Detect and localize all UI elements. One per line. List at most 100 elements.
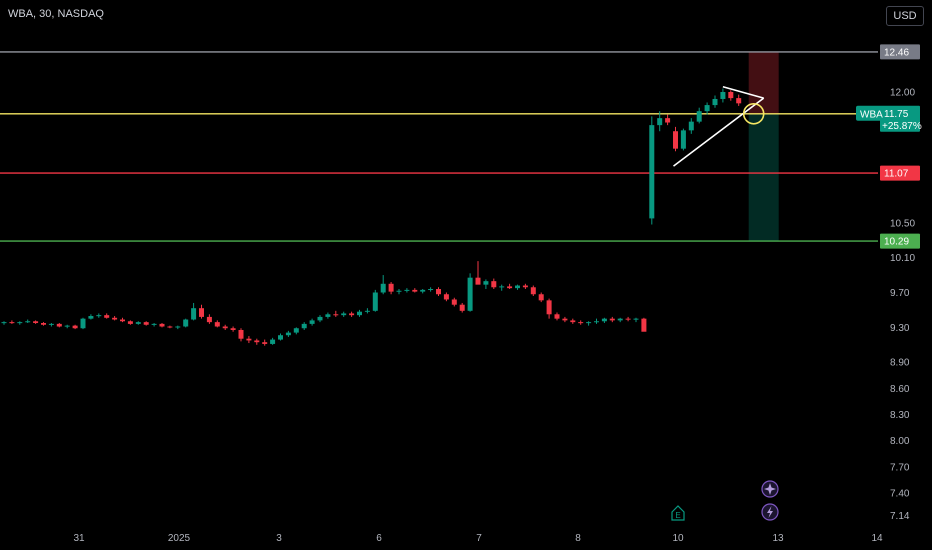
currency-button[interactable]: USD — [886, 6, 924, 26]
candle-body — [41, 323, 46, 325]
candle-body — [191, 308, 197, 320]
candle — [586, 321, 592, 326]
candle — [641, 317, 647, 332]
candle — [56, 323, 62, 328]
candle — [175, 325, 181, 330]
time-tick: 2025 — [168, 533, 191, 544]
candle — [17, 321, 23, 325]
candle — [459, 302, 465, 313]
candle-body — [451, 299, 457, 305]
level-label-text: 11.75 — [884, 109, 909, 120]
candle-body — [696, 111, 702, 122]
price-tick: 8.30 — [890, 410, 910, 421]
candle — [167, 325, 173, 329]
candle-body — [206, 316, 212, 323]
candle-body — [617, 318, 623, 321]
candle-body — [183, 319, 189, 327]
candle — [341, 311, 347, 317]
level-label-text: 11.07 — [884, 169, 909, 180]
candle-body — [301, 323, 307, 329]
level-labels-layer: 12.46 11.75+25.87%WBA 11.07 10.29 — [856, 44, 922, 249]
candle-body — [104, 315, 110, 318]
candle — [293, 327, 299, 335]
candle-body — [499, 286, 505, 288]
candle-body — [25, 321, 31, 323]
event-markers-layer: E — [671, 480, 779, 521]
price-tick: 8.00 — [890, 436, 910, 447]
candle — [530, 285, 536, 296]
candle-body — [262, 342, 268, 344]
ticker-badge — [856, 105, 882, 121]
candle-body — [491, 281, 497, 288]
candle — [41, 322, 46, 326]
spark-glyph — [764, 483, 776, 495]
candle — [278, 333, 283, 341]
candle-body — [475, 277, 481, 285]
candle-body — [333, 314, 339, 316]
level-label-bg — [880, 105, 920, 132]
candle-body — [609, 318, 615, 321]
horizontal-levels-layer — [0, 51, 878, 242]
level-label: 11.07 — [880, 165, 920, 181]
candle-body — [309, 320, 315, 324]
candle-body — [175, 326, 181, 328]
candle-body — [728, 92, 734, 99]
triangle-lower-line — [673, 97, 765, 167]
candle — [262, 339, 268, 346]
position-box-layer — [748, 51, 779, 242]
price-tick: 7.40 — [890, 489, 910, 500]
time-tick: 31 — [73, 533, 85, 544]
candle-body — [578, 322, 584, 324]
candle — [325, 312, 331, 319]
candle — [412, 288, 418, 293]
candle — [25, 319, 31, 324]
candle — [151, 323, 157, 327]
level-label-text: 12.46 — [884, 47, 909, 58]
candle — [317, 315, 323, 323]
candle — [728, 90, 734, 101]
candle-body — [404, 289, 410, 291]
candle-body — [143, 322, 149, 325]
candle — [135, 321, 141, 325]
candle — [380, 275, 386, 295]
candle-body — [357, 311, 362, 316]
price-tick: 7.70 — [890, 462, 910, 473]
candle-body — [530, 287, 536, 295]
ticker-text: WBA — [860, 109, 883, 120]
candle — [665, 114, 671, 126]
candle — [1, 321, 7, 325]
candle — [736, 94, 742, 106]
candle — [120, 317, 125, 323]
symbol-title: WBA, 30, NASDAQ — [8, 8, 104, 20]
candle-body — [736, 98, 742, 104]
candle — [696, 107, 702, 124]
candle-body — [341, 313, 347, 316]
drawings-layer — [673, 85, 765, 167]
candle — [372, 289, 378, 312]
candle — [159, 323, 165, 328]
candle — [420, 289, 426, 294]
candle-body — [199, 308, 204, 317]
candle-body — [135, 322, 141, 324]
time-tick: 6 — [376, 533, 382, 544]
candle-body — [562, 318, 568, 321]
candle — [404, 288, 410, 293]
price-tick: 10.10 — [890, 253, 915, 264]
candle-body — [649, 125, 655, 219]
candle — [562, 316, 568, 323]
candle — [48, 323, 54, 327]
triangle-upper-line — [722, 85, 764, 99]
candle-body — [88, 316, 94, 319]
candle-body — [396, 290, 402, 292]
time-tick: 13 — [772, 533, 784, 544]
spark-icon — [761, 480, 779, 498]
candle-body — [1, 322, 7, 324]
candle — [451, 297, 457, 307]
candles-layer — [1, 88, 742, 346]
candle-body — [601, 318, 607, 322]
candle — [436, 287, 441, 296]
candle-body — [641, 318, 647, 332]
candle-body — [64, 325, 70, 327]
candle — [96, 313, 102, 318]
